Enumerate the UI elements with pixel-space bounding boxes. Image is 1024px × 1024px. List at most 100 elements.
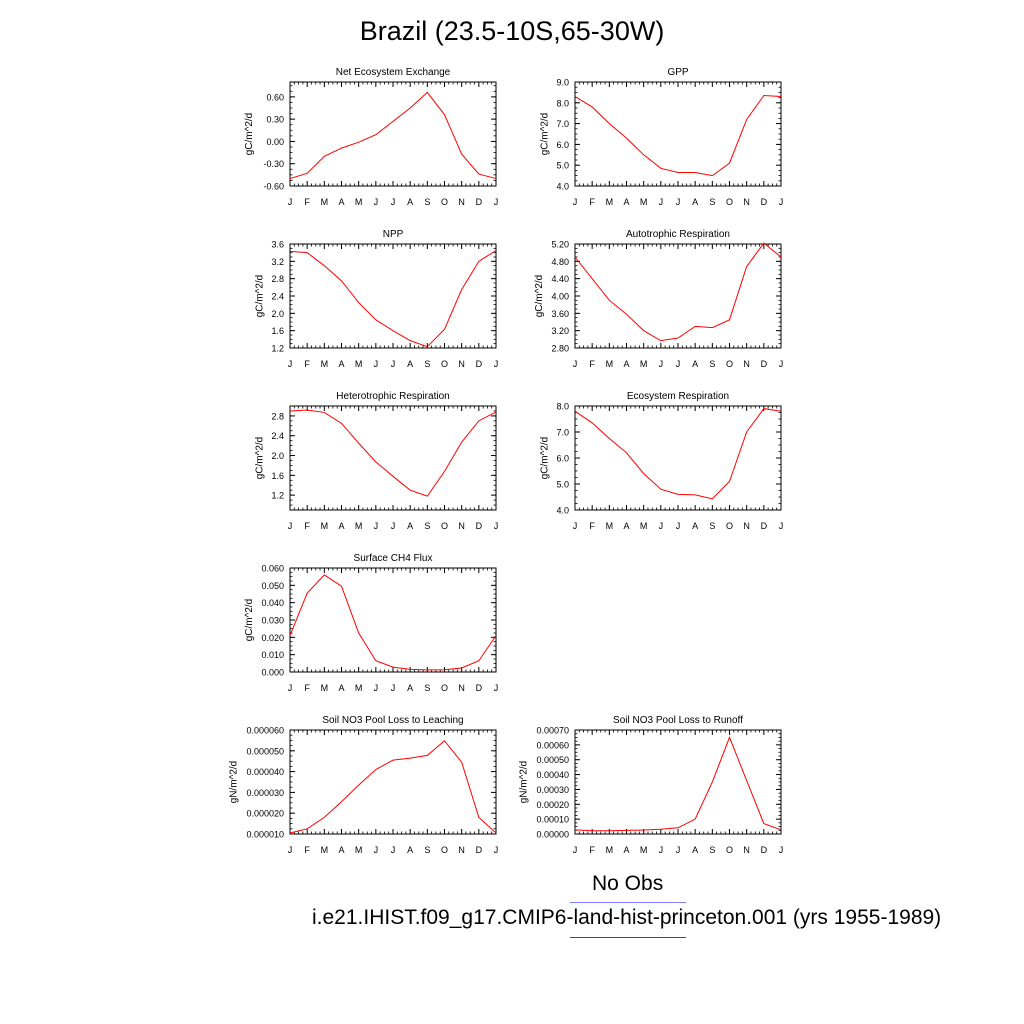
x-tick-label: J [779, 359, 784, 369]
x-tick-label: O [726, 845, 733, 855]
y-tick-label: 3.2 [271, 257, 284, 267]
x-tick-label: N [743, 359, 750, 369]
y-tick-label: 0.000030 [246, 788, 284, 798]
x-tick-label: J [391, 845, 396, 855]
x-tick-label: D [761, 359, 768, 369]
y-axis-label: gC/m^2/d [244, 599, 255, 642]
series-line [574, 242, 782, 342]
x-tick-label: J [779, 521, 784, 531]
x-tick-label: M [321, 521, 329, 531]
y-tick-label: 5.20 [551, 240, 569, 250]
x-tick-label: J [288, 197, 293, 207]
series-line [289, 91, 497, 180]
y-tick-label: 0.60 [266, 92, 284, 102]
x-tick-label: A [692, 359, 698, 369]
x-tick-label: J [391, 521, 396, 531]
x-tick-label: D [476, 683, 483, 693]
y-tick-label: 0.00020 [536, 800, 569, 810]
x-tick-label: O [441, 521, 448, 531]
x-tick-label: D [476, 197, 483, 207]
x-tick-label: M [640, 359, 648, 369]
y-tick-label: 8.0 [556, 402, 569, 412]
x-tick-label: M [606, 845, 614, 855]
legend-model-line [570, 937, 686, 938]
x-tick-label: F [304, 197, 310, 207]
y-tick-label: 0.30 [266, 115, 284, 125]
chart-title: Heterotrophic Respiration [336, 391, 449, 402]
y-tick-label: 5.0 [556, 480, 569, 490]
x-tick-label: J [288, 683, 293, 693]
x-tick-label: M [321, 845, 329, 855]
x-tick-label: J [494, 359, 499, 369]
x-tick-label: O [726, 197, 733, 207]
x-tick-label: A [338, 359, 344, 369]
y-tick-label: 7.0 [556, 428, 569, 438]
x-tick-label: S [709, 197, 715, 207]
x-tick-label: S [424, 359, 430, 369]
x-tick-label: J [779, 845, 784, 855]
y-axis-label: gC/m^2/d [244, 113, 255, 156]
y-tick-label: 1.2 [271, 344, 284, 354]
x-tick-label: J [659, 521, 664, 531]
x-tick-label: S [709, 359, 715, 369]
y-axis-label: gN/m^2/d [228, 761, 239, 804]
x-tick-label: S [424, 197, 430, 207]
y-tick-label: 1.2 [271, 491, 284, 501]
y-tick-label: 6.0 [556, 140, 569, 150]
x-tick-label: F [589, 359, 595, 369]
x-tick-label: J [573, 197, 578, 207]
y-tick-label: 9.0 [556, 78, 569, 88]
x-tick-label: M [640, 521, 648, 531]
x-tick-label: J [288, 521, 293, 531]
x-tick-label: M [321, 197, 329, 207]
legend-model-label: i.e21.IHIST.f09_g17.CMIP6-land-hist-prin… [312, 906, 942, 929]
plot-frame [289, 729, 497, 835]
y-tick-label: 4.80 [551, 257, 569, 267]
legend-obs-line [570, 902, 686, 903]
y-tick-label: 0.000020 [246, 809, 284, 819]
y-tick-label: 1.6 [271, 471, 284, 481]
y-tick-label: 2.0 [271, 309, 284, 319]
x-tick-label: N [458, 683, 465, 693]
x-tick-label: J [676, 845, 681, 855]
series-line [289, 574, 497, 671]
x-tick-label: S [424, 683, 430, 693]
x-tick-label: J [391, 197, 396, 207]
y-tick-label: -0.30 [263, 159, 284, 169]
x-tick-label: N [743, 521, 750, 531]
plot-frame [574, 81, 782, 187]
x-tick-label: A [407, 683, 413, 693]
x-tick-label: N [458, 521, 465, 531]
x-tick-label: F [304, 683, 310, 693]
x-tick-label: J [573, 359, 578, 369]
y-tick-label: 2.8 [271, 274, 284, 284]
x-tick-label: M [606, 359, 614, 369]
x-tick-label: M [640, 845, 648, 855]
x-tick-label: S [709, 845, 715, 855]
y-tick-label: 7.0 [556, 119, 569, 129]
x-tick-label: N [743, 197, 750, 207]
y-tick-label: 0.00060 [536, 740, 569, 750]
y-axis-label: gC/m^2/d [539, 437, 550, 480]
y-tick-label: 1.6 [271, 326, 284, 336]
series-line [289, 250, 497, 348]
x-tick-label: A [407, 845, 413, 855]
x-tick-label: J [288, 359, 293, 369]
chart-title: GPP [667, 67, 688, 78]
y-tick-label: 0.000 [261, 668, 284, 678]
y-tick-label: 4.0 [556, 506, 569, 516]
x-tick-label: J [573, 845, 578, 855]
y-tick-label: 2.80 [551, 344, 569, 354]
x-tick-label: J [676, 197, 681, 207]
x-tick-label: M [355, 845, 363, 855]
y-tick-label: 3.20 [551, 326, 569, 336]
series-line [289, 740, 497, 834]
x-tick-label: F [304, 845, 310, 855]
chart-title: Net Ecosystem Exchange [336, 67, 451, 78]
series-line [574, 95, 782, 177]
plot-frame [289, 567, 497, 673]
x-tick-label: M [321, 683, 329, 693]
x-tick-label: M [606, 521, 614, 531]
